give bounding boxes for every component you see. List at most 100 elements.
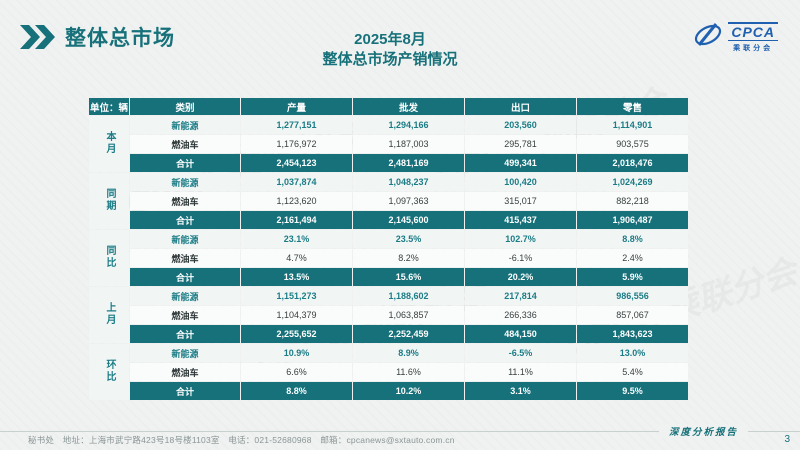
double-chevron-icon [20,25,56,49]
page-title: 2025年8月 整体总市场产销情况 [0,30,780,70]
value-cell: 10.2% [353,382,464,400]
table-row: 燃油车 1,176,972 1,187,003 295,781 903,575 [89,135,688,153]
category-cell: 合计 [130,382,240,400]
value-cell: 499,341 [465,154,576,172]
column-header: 产量 [241,98,352,115]
table-row: 燃油车 6.6% 11.6% 11.1% 5.4% [89,363,688,381]
table-row: 合计 2,454,123 2,481,169 499,341 2,018,476 [89,154,688,172]
value-cell: 5.9% [577,268,688,286]
table-row: 燃油车 1,123,620 1,097,363 315,017 882,218 [89,192,688,210]
category-cell: 新能源 [130,173,240,191]
value-cell: 2,161,494 [241,211,352,229]
value-cell: 1,151,273 [241,287,352,305]
logo-cpca-text: CPCA [728,22,778,41]
category-cell: 合计 [130,154,240,172]
value-cell: 2,454,123 [241,154,352,172]
category-cell: 合计 [130,325,240,343]
value-cell: 1,187,003 [353,135,464,153]
table-row: 同期 新能源 1,037,874 1,048,237 100,420 1,024,269 [89,173,688,229]
category-cell: 新能源 [130,230,240,248]
table-row: 合计 2,255,652 2,252,459 484,150 1,843,623 [89,325,688,343]
footer-divider [0,431,800,432]
value-cell: 1,176,972 [241,135,352,153]
value-cell: 8.8% [577,230,688,248]
value-cell: 6.6% [241,363,352,381]
table-row: 合计 2,161,494 2,145,600 415,437 1,906,487 [89,211,688,229]
value-cell: 2,145,600 [353,211,464,229]
value-cell: 1,277,151 [241,116,352,134]
footer-report-label: 深度分析报告 [658,424,748,438]
value-cell: 1,843,623 [577,325,688,343]
value-cell: 1,906,487 [577,211,688,229]
value-cell: 2,252,459 [353,325,464,343]
column-header: 类别 [130,98,240,115]
value-cell: 1,063,857 [353,306,464,324]
value-cell: 484,150 [465,325,576,343]
category-cell: 燃油车 [130,249,240,267]
value-cell: 295,781 [465,135,576,153]
value-cell: 11.1% [465,363,576,381]
value-cell: 2,255,652 [241,325,352,343]
column-header: 批发 [353,98,464,115]
value-cell: 1,104,379 [241,306,352,324]
value-cell: 4.7% [241,249,352,267]
value-cell: 1,123,620 [241,192,352,210]
value-cell: 315,017 [465,192,576,210]
value-cell: 20.2% [465,268,576,286]
value-cell: 11.6% [353,363,464,381]
value-cell: 903,575 [577,135,688,153]
value-cell: 266,336 [465,306,576,324]
value-cell: 857,067 [577,306,688,324]
value-cell: 23.1% [241,230,352,248]
footer-contact-info: 秘书处 地址：上海市武宁路423号18号楼1103室 电话：021-526809… [28,435,455,445]
table-row: 燃油车 4.7% 8.2% -6.1% 2.4% [89,249,688,267]
table-body: 本月 新能源 1,277,151 1,294,166 203,560 1,114,901 燃… [89,116,688,400]
value-cell: 217,814 [465,287,576,305]
value-cell: 1,188,602 [353,287,464,305]
table-row: 同比 新能源 23.1% 23.5% 102.7% 8.8% [89,230,688,286]
title-line-2: 整体总市场产销情况 [322,51,458,68]
value-cell: 203,560 [465,116,576,134]
value-cell: 986,556 [577,287,688,305]
cpca-swoosh-icon [692,20,724,55]
page-number: 3 [784,434,790,445]
category-cell: 合计 [130,268,240,286]
row-group-label: 环比 [89,344,129,400]
value-cell: 9.5% [577,382,688,400]
value-cell: 415,437 [465,211,576,229]
section-title: 整体总市场 [65,27,175,50]
value-cell: 23.5% [353,230,464,248]
market-table: 单位：辆 类别 产量 批发 出口 零售 本月 新能源 1,277,151 1,294,166 20… [88,97,689,401]
unit-label-cell: 单位：辆 [89,98,129,115]
category-cell: 新能源 [130,287,240,305]
category-cell: 新能源 [130,116,240,134]
row-group-label: 本月 [89,116,129,172]
row-group-label: 同比 [89,230,129,286]
table-row: 上月 新能源 1,151,273 1,188,602 217,814 986,556 [89,287,688,343]
cpca-logo: CPCA 乘联分会 [692,20,778,55]
value-cell: 2.4% [577,249,688,267]
logo-subtext: 乘联分会 [733,45,774,52]
value-cell: 2,481,169 [353,154,464,172]
value-cell: 1,097,363 [353,192,464,210]
value-cell: 10.9% [241,344,352,362]
category-cell: 燃油车 [130,363,240,381]
table-header: 单位：辆 类别 产量 批发 出口 零售 [89,98,688,115]
value-cell: 1,048,237 [353,173,464,191]
column-header: 出口 [465,98,576,115]
category-cell: 燃油车 [130,192,240,210]
value-cell: 13.0% [577,344,688,362]
value-cell: 1,114,901 [577,116,688,134]
category-cell: 合计 [130,211,240,229]
table-row: 本月 新能源 1,277,151 1,294,166 203,560 1,114,901 [89,116,688,172]
category-cell: 燃油车 [130,306,240,324]
value-cell: 15.6% [353,268,464,286]
section-header: 整体总市场 [20,22,175,52]
value-cell: -6.5% [465,344,576,362]
row-group-label: 同期 [89,173,129,229]
category-cell: 新能源 [130,344,240,362]
table-row: 燃油车 1,104,379 1,063,857 266,336 857,067 [89,306,688,324]
title-line-1: 2025年8月 [354,31,426,48]
value-cell: 5.4% [577,363,688,381]
